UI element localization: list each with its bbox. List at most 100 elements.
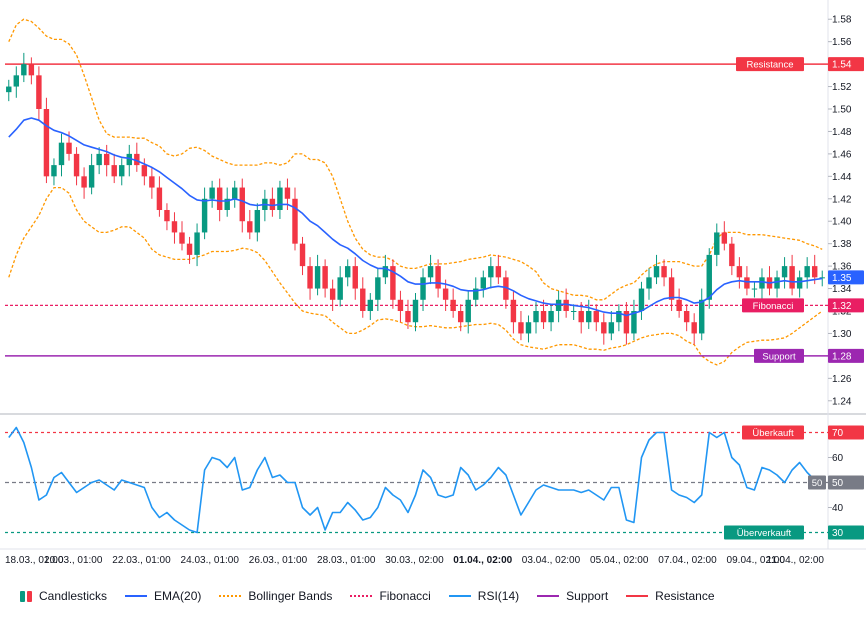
candle-body: [774, 277, 779, 288]
legend-item-ema[interactable]: EMA(20): [125, 589, 201, 603]
legend: Candlesticks EMA(20) Bollinger Bands Fib…: [0, 578, 866, 614]
legend-label: RSI(14): [478, 589, 519, 603]
candle-body: [322, 266, 327, 288]
legend-label: Support: [566, 589, 608, 603]
price-tick-label: 1.46: [832, 149, 852, 160]
candle-body: [759, 277, 764, 288]
candle-body: [104, 154, 109, 165]
candle-body: [752, 289, 757, 290]
candle-body: [601, 322, 606, 333]
candle-body: [428, 266, 433, 277]
candle-body: [172, 221, 177, 232]
legend-item-fibonacci[interactable]: Fibonacci: [350, 589, 430, 603]
fibonacci-badge-value: 1.32: [832, 301, 852, 312]
price-tick-label: 1.44: [832, 172, 852, 183]
legend-item-rsi[interactable]: RSI(14): [449, 589, 519, 603]
candle-body: [496, 266, 501, 277]
legend-label: EMA(20): [154, 589, 201, 603]
time-tick-label: 20.03., 01:00: [44, 555, 103, 566]
oversold-badge-value: 30: [832, 528, 844, 539]
candle-body: [300, 244, 305, 266]
candle-body: [194, 232, 199, 254]
candle-body: [481, 277, 486, 288]
candle-body: [789, 266, 794, 288]
candle-body: [684, 311, 689, 322]
candle-body: [669, 277, 674, 299]
candle-body: [6, 87, 11, 93]
candle-body: [277, 188, 282, 210]
time-tick-label: 24.03., 01:00: [181, 555, 240, 566]
candle-body: [232, 188, 237, 199]
price-tick-label: 1.56: [832, 37, 852, 48]
time-tick-label: 30.03., 02:00: [385, 555, 444, 566]
time-tick-label: 07.04., 02:00: [658, 555, 717, 566]
rsi14-line: [9, 428, 822, 533]
candle-body: [345, 266, 350, 277]
time-tick-label: 05.04., 02:00: [590, 555, 649, 566]
candle-body: [646, 277, 651, 288]
candle-body: [466, 300, 471, 322]
price-tick-label: 1.30: [832, 329, 852, 340]
overbought-badge-label: Überkauft: [752, 428, 794, 439]
legend-label: Fibonacci: [379, 589, 430, 603]
candle-body: [548, 311, 553, 322]
candle-body: [699, 300, 704, 334]
candle-body: [157, 188, 162, 210]
time-tick-label: 22.03., 01:00: [112, 555, 171, 566]
candle-body: [29, 64, 34, 75]
candle-body: [654, 266, 659, 277]
legend-item-candlesticks[interactable]: Candlesticks: [20, 589, 107, 603]
price-tick-label: 1.26: [832, 374, 852, 385]
candle-body: [541, 311, 546, 322]
candle-body: [164, 210, 169, 221]
time-tick-label: 26.03., 01:00: [249, 555, 308, 566]
rsi-tick-label: 40: [832, 503, 844, 514]
candle-body: [330, 289, 335, 300]
rsi-mid-label: 50: [812, 478, 823, 489]
candle-body: [526, 322, 531, 333]
candle-body: [586, 311, 591, 322]
rsi-mid-value: 50: [832, 478, 844, 489]
time-tick-label: 03.04., 02:00: [522, 555, 581, 566]
candle-body: [368, 300, 373, 311]
candle-body: [179, 232, 184, 243]
legend-item-resistance[interactable]: Resistance: [626, 589, 714, 603]
legend-label: Resistance: [655, 589, 714, 603]
candle-body: [639, 289, 644, 311]
oversold-badge-label: Überverkauft: [737, 528, 792, 539]
candle-body: [337, 277, 342, 299]
legend-item-bollinger[interactable]: Bollinger Bands: [219, 589, 332, 603]
candle-body: [112, 165, 117, 176]
resistance-badge-label: Resistance: [747, 60, 794, 71]
candle-body: [812, 266, 817, 277]
candle-body: [240, 188, 245, 222]
line-swatch-icon: [537, 595, 559, 597]
candle-body: [676, 300, 681, 311]
time-tick-label: 11.04., 02:00: [766, 555, 824, 566]
rsi-pane: 6040Überkauft 70Überverkauft 3050 50: [5, 426, 864, 540]
price-tick-label: 1.52: [832, 82, 852, 93]
candle-body: [315, 266, 320, 288]
candle-body: [578, 311, 583, 322]
candle-body: [292, 199, 297, 244]
candle-body: [398, 300, 403, 311]
candle-body: [81, 176, 86, 187]
fibonacci-badge-label: Fibonacci: [753, 301, 794, 312]
candle-body: [96, 154, 101, 165]
candle-body: [488, 266, 493, 277]
candle-body: [556, 300, 561, 311]
candle-body: [797, 277, 802, 288]
candle-body: [722, 232, 727, 243]
candle-body: [270, 199, 275, 210]
candle-body: [51, 165, 56, 176]
candle-body: [744, 277, 749, 288]
dotted-line-swatch-icon: [350, 595, 372, 597]
bollinger-lower-line: [9, 188, 822, 365]
candle-body: [405, 311, 410, 322]
legend-item-support[interactable]: Support: [537, 589, 608, 603]
time-axis: 18.03., 01:0020.03., 01:00 22.03., 01:00 2…: [0, 549, 866, 566]
legend-label: Bollinger Bands: [248, 589, 332, 603]
support-badge-label: Support: [762, 351, 796, 362]
candle-body: [59, 143, 64, 165]
price-tick-label: 1.40: [832, 217, 852, 228]
